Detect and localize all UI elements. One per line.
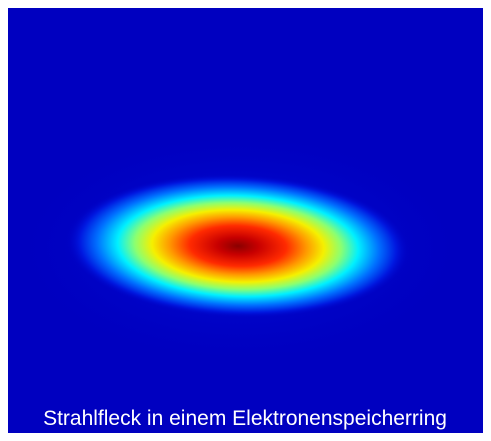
caption: Strahlfleck in einem Elektronenspeicherr…	[43, 407, 447, 430]
page: Strahlfleck in einem Elektronenspeicherr…	[0, 0, 491, 441]
beam-spot-figure: Strahlfleck in einem Elektronenspeicherr…	[0, 0, 491, 441]
